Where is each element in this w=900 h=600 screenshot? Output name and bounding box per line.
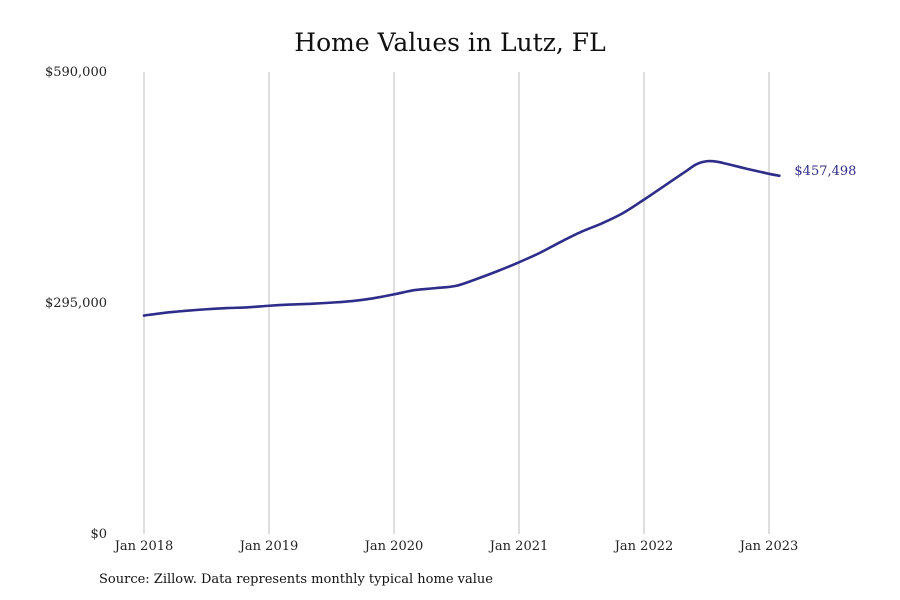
end-value-label: $457,498 <box>794 164 856 179</box>
series-line-home-value <box>142 159 781 317</box>
y-tick-label: $590,000 <box>45 65 107 80</box>
y-tick-label: $0 <box>90 527 107 542</box>
x-tick-label: Jan 2019 <box>238 539 299 554</box>
chart-title: Home Values in Lutz, FL <box>294 28 606 57</box>
x-tick-label: Jan 2023 <box>738 539 799 554</box>
end-label-layer: $457,498 <box>794 164 856 179</box>
y-axis-ticks: $0 $295,000 $590,000 <box>45 65 107 542</box>
y-tick-label: $295,000 <box>45 296 107 311</box>
x-tick-label: Jan 2020 <box>363 539 424 554</box>
source-note: Source: Zillow. Data represents monthly … <box>99 572 493 587</box>
x-tick-label: Jan 2021 <box>488 539 549 554</box>
x-axis-ticks: Jan 2018 Jan 2019 Jan 2020 Jan 2021 Jan 2022… <box>113 539 799 554</box>
series-layer <box>142 159 781 317</box>
x-tick-label: Jan 2022 <box>613 539 674 554</box>
x-tick-label: Jan 2018 <box>113 539 174 554</box>
gridlines <box>143 72 770 534</box>
